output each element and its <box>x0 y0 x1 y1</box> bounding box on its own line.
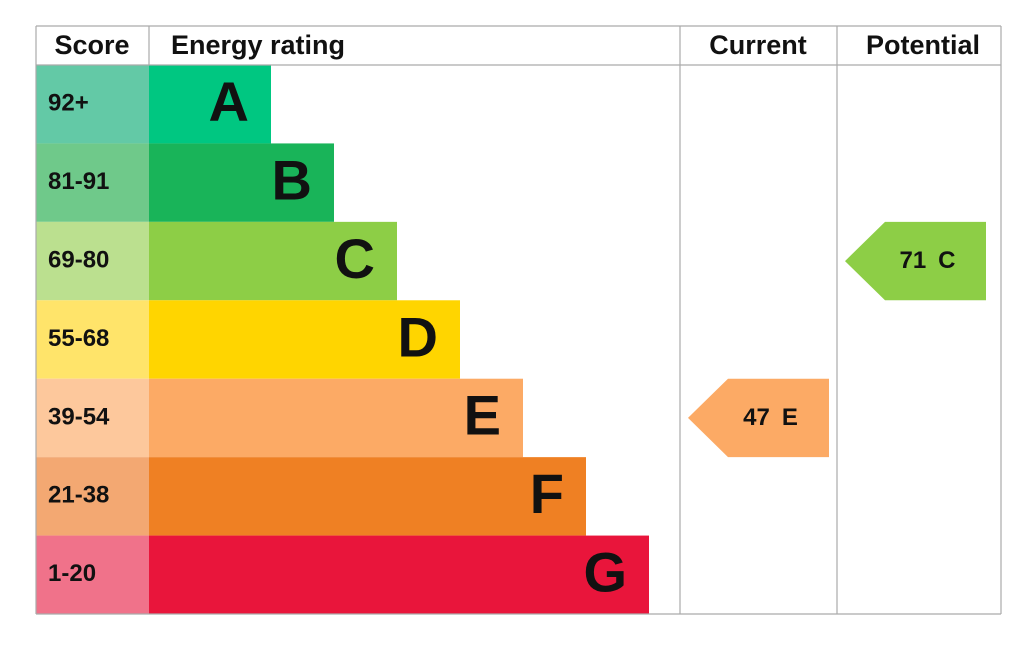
score-label: 21-38 <box>48 482 109 509</box>
rating-bar <box>149 143 334 222</box>
rating-letter: F <box>530 462 564 525</box>
score-label: 55-68 <box>48 325 109 352</box>
rating-bar <box>149 535 649 614</box>
rating-letter: E <box>464 384 501 447</box>
score-label: 39-54 <box>48 403 110 430</box>
current-value: 47 <box>743 404 770 431</box>
score-cell <box>36 457 149 536</box>
rating-bar <box>149 300 460 379</box>
current-arrow <box>688 378 829 458</box>
potential-label: 71 C <box>899 247 955 274</box>
score-cell <box>36 535 149 614</box>
score-cell <box>36 300 149 379</box>
rating-letter: D <box>398 305 438 368</box>
score-cell <box>36 143 149 222</box>
rating-bar <box>149 65 271 144</box>
current-label: 47 E <box>743 404 798 431</box>
header-potential: Potential <box>866 30 980 60</box>
score-label: 81-91 <box>48 168 109 195</box>
rating-bar <box>149 221 397 301</box>
potential-letter: C <box>938 247 955 274</box>
header-score: Score <box>54 30 129 60</box>
score-label: 92+ <box>48 90 89 117</box>
score-label: 1-20 <box>48 560 96 587</box>
potential-arrow <box>845 221 986 301</box>
rating-letter: C <box>335 227 375 290</box>
header-current: Current <box>709 30 807 60</box>
score-cell <box>36 65 149 144</box>
potential-value: 71 <box>899 247 926 274</box>
rating-bar <box>149 378 523 458</box>
score-cell <box>36 378 149 458</box>
score-cell <box>36 221 149 301</box>
score-label: 69-80 <box>48 246 109 273</box>
rating-letter: A <box>209 70 249 133</box>
header-rating: Energy rating <box>171 30 345 60</box>
rating-bar <box>149 457 586 536</box>
rating-letter: B <box>272 148 312 211</box>
rating-letter: G <box>583 541 627 604</box>
current-letter: E <box>782 404 798 431</box>
